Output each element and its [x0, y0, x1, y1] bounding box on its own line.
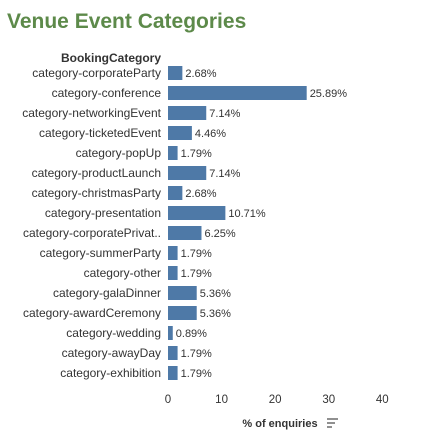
category-label: category-summerParty [40, 246, 161, 260]
category-label: category-popUp [76, 146, 162, 160]
category-label: category-networkingEvent [22, 106, 161, 120]
bar[interactable] [168, 106, 207, 120]
sort-descending-icon[interactable] [327, 418, 338, 428]
bar[interactable] [168, 226, 202, 240]
chart-title: Venue Event Categories [7, 10, 247, 33]
bar-value-label: 2.68% [185, 188, 216, 200]
bar-value-label: 4.46% [195, 128, 226, 140]
bar[interactable] [168, 186, 183, 200]
bar[interactable] [168, 326, 173, 340]
category-label: category-christmasParty [32, 186, 161, 200]
x-tick-label: 30 [322, 394, 335, 406]
bar-value-label: 25.89% [310, 88, 348, 100]
category-label: category-corporatePrivat.. [23, 226, 161, 240]
bar[interactable] [168, 166, 207, 180]
y-axis-label: BookingCategory [61, 51, 161, 65]
bar-value-label: 1.79% [181, 248, 212, 260]
x-axis-label: % of enquiries [242, 418, 317, 430]
x-tick-label: 0 [165, 394, 171, 406]
x-axis-ticks: 0 10 20 30 40 [165, 394, 389, 406]
x-tick-label: 10 [215, 394, 228, 406]
bar[interactable] [168, 366, 178, 380]
bar[interactable] [168, 146, 178, 160]
bar[interactable] [168, 66, 183, 80]
bar-value-label: 2.68% [185, 68, 216, 80]
category-label: category-awayDay [62, 346, 161, 360]
bars-layer: category-corporateParty 2.68% category-con… [22, 66, 347, 380]
bar-value-label: 1.79% [181, 148, 212, 160]
x-tick-label: 40 [376, 394, 389, 406]
bar-value-label: 5.36% [200, 308, 231, 320]
category-label: category-conference [52, 86, 162, 100]
bar-value-label: 5.36% [200, 288, 231, 300]
category-label: category-galaDinner [53, 286, 161, 300]
x-tick-label: 20 [269, 394, 282, 406]
category-label: category-corporateParty [32, 66, 161, 80]
bar-value-label: 7.14% [209, 168, 240, 180]
bar-value-label: 10.71% [228, 208, 266, 220]
bar[interactable] [168, 246, 178, 260]
bar[interactable] [168, 346, 178, 360]
bar-value-label: 1.79% [181, 268, 212, 280]
category-label: category-wedding [66, 326, 161, 340]
category-label: category-ticketedEvent [39, 126, 162, 140]
bar[interactable] [168, 266, 178, 280]
bar-value-label: 6.25% [204, 228, 235, 240]
bar-value-label: 1.79% [181, 348, 212, 360]
category-label: category-other [84, 266, 161, 280]
bar[interactable] [168, 306, 197, 320]
category-label: category-productLaunch [32, 166, 161, 180]
bar-value-label: 1.79% [181, 368, 212, 380]
category-label: category-exhibition [60, 366, 161, 380]
bar[interactable] [168, 206, 226, 220]
bar[interactable] [168, 86, 307, 100]
bar-value-label: 0.89% [176, 328, 207, 340]
bar-value-label: 7.14% [209, 108, 240, 120]
category-label: category-awardCeremony [23, 306, 161, 320]
category-label: category-presentation [45, 206, 161, 220]
bar[interactable] [168, 286, 197, 300]
bar[interactable] [168, 126, 192, 140]
